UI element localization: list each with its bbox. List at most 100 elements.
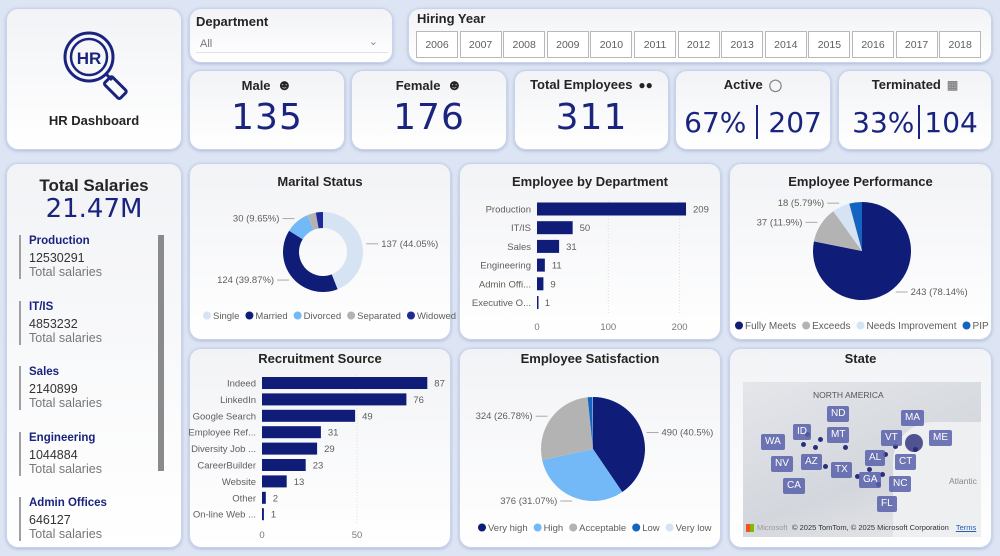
male-label: Male — [241, 78, 271, 93]
team-icon: ◯ — [768, 77, 783, 92]
female-face-icon: ☻ — [446, 77, 463, 94]
year-button-2008[interactable]: 2008 — [503, 31, 546, 58]
salary-value: 4853232 — [29, 316, 78, 331]
state-label-tx[interactable]: TX — [831, 462, 852, 478]
year-button-2007[interactable]: 2007 — [459, 31, 502, 58]
logo-text: HR — [77, 49, 102, 68]
state-label-nv[interactable]: NV — [771, 456, 793, 472]
divider — [756, 105, 759, 139]
year-button-2015[interactable]: 2015 — [808, 31, 851, 58]
state-label-wa[interactable]: WA — [761, 434, 785, 450]
salary-dept: Production — [29, 235, 90, 247]
location-bubble[interactable] — [905, 434, 923, 452]
year-button-2014[interactable]: 2014 — [764, 31, 807, 58]
location-dot[interactable] — [813, 445, 818, 450]
salaries-total: 21.47M — [45, 194, 143, 224]
year-button-2012[interactable]: 2012 — [677, 31, 720, 58]
microsoft-logo-icon — [746, 523, 754, 532]
state-label-mt[interactable]: MT — [827, 427, 850, 443]
chart-title: Employee by Department — [511, 174, 669, 189]
salaries-card: Total Salaries 21.47M Production 12530291… — [6, 163, 182, 548]
state-label-ga[interactable]: GA — [859, 472, 882, 488]
state-label-ca[interactable]: CA — [783, 478, 805, 494]
terms-link[interactable]: Terms — [955, 523, 977, 532]
active-percent: 67% — [684, 105, 747, 139]
ocean-label: Atlantic — [949, 476, 977, 486]
state-label-ct[interactable]: CT — [895, 454, 917, 470]
performance-card: Employee Performance — [729, 163, 992, 340]
state-label-vt[interactable]: VT — [881, 430, 902, 446]
salary-value: 646127 — [29, 513, 71, 527]
location-dot[interactable] — [867, 467, 872, 472]
location-dot[interactable] — [880, 472, 885, 477]
group-icon: ●● — [638, 77, 653, 92]
location-dot[interactable] — [893, 444, 898, 449]
year-button-2011[interactable]: 2011 — [634, 31, 676, 58]
male-count: 135 — [231, 97, 303, 138]
state-map[interactable]: NORTH AMERICA Atlantic Microsoft Bing © … — [743, 382, 981, 537]
state-label-fl[interactable]: FL — [877, 496, 897, 512]
department-value: All — [200, 38, 213, 50]
state-label-al[interactable]: AL — [865, 450, 886, 466]
salary-dept: IT/IS — [29, 300, 54, 313]
satisfaction-card: Employee Satisfaction — [459, 348, 721, 548]
chart-title: Employee Performance — [788, 174, 933, 189]
terminated-kpi-card: Terminated ▦ 33% 104 — [838, 70, 992, 150]
location-dot[interactable] — [823, 464, 828, 469]
chevron-down-icon: ⌄ — [368, 36, 378, 48]
hr-magnifier-icon: HR — [63, 31, 128, 100]
state-label-nc[interactable]: NC — [889, 476, 912, 492]
salary-item: Admin Offices 646127 Total salaries — [19, 497, 149, 541]
salary-label: Total salaries — [29, 461, 102, 476]
marital-status-card: Marital Status — [189, 163, 451, 340]
state-label-me[interactable]: ME — [929, 430, 952, 446]
salary-label: Total salaries — [29, 330, 102, 345]
year-button-2016[interactable]: 2016 — [852, 31, 894, 58]
year-button-2018[interactable]: 2018 — [939, 31, 982, 58]
state-label-az[interactable]: AZ — [801, 454, 822, 470]
department-label: Department — [196, 14, 269, 29]
male-face-icon: ☻ — [276, 77, 293, 94]
salary-label: Total salaries — [29, 265, 102, 279]
salary-value: 1044884 — [29, 447, 78, 462]
state-label-ma[interactable]: MA — [901, 410, 924, 426]
active-count: 207 — [768, 105, 822, 139]
state-label-nd[interactable]: ND — [827, 406, 850, 422]
state-label-id[interactable]: ID — [793, 424, 811, 440]
salary-label: Total salaries — [29, 527, 102, 541]
location-dot[interactable] — [855, 474, 860, 479]
divider — [918, 105, 921, 139]
map-brand: Microsoft Bing — [757, 523, 789, 532]
year-button-2006[interactable]: 2006 — [416, 31, 458, 58]
salary-value: 2140899 — [29, 382, 78, 396]
salary-item: Engineering 1044884 Total salaries — [19, 431, 149, 476]
location-dot[interactable] — [801, 442, 806, 447]
female-count: 176 — [393, 97, 465, 138]
department-dropdown[interactable]: All ⌄ — [196, 33, 388, 53]
location-dot[interactable] — [818, 437, 823, 442]
salary-value: 12530291 — [29, 251, 85, 265]
active-label: Active — [723, 77, 763, 92]
salary-item: Sales 2140899 Total salaries — [19, 366, 149, 410]
year-button-2013[interactable]: 2013 — [721, 31, 764, 58]
total-employees-card: Total Employees ●● 311 — [514, 70, 669, 150]
department-slicer: Department All ⌄ — [189, 8, 393, 63]
chart-title: Employee Satisfaction — [520, 351, 660, 366]
salary-dept: Admin Offices — [29, 497, 107, 509]
exit-icon: ▦ — [946, 77, 959, 92]
year-button-2009[interactable]: 2009 — [546, 31, 589, 58]
scrollbar[interactable] — [158, 235, 164, 471]
male-kpi-card: Male ☻ 135 — [189, 70, 345, 150]
location-dot[interactable] — [843, 445, 848, 450]
salary-item: Production 12530291 Total salaries — [19, 235, 149, 279]
terminated-count: 104 — [924, 105, 978, 139]
chart-title: Recruitment Source — [258, 351, 382, 366]
map-attribution: © 2025 TomTom, © 2025 Microsoft Corporat… — [792, 523, 949, 532]
total-employees-label: Total Employees — [530, 77, 633, 92]
female-kpi-card: Female ☻ 176 — [351, 70, 507, 150]
location-dot[interactable] — [883, 452, 888, 457]
year-button-2017[interactable]: 2017 — [895, 31, 938, 58]
salary-dept: Sales — [29, 366, 60, 378]
region-label: NORTH AMERICA — [813, 390, 884, 400]
year-button-2010[interactable]: 2010 — [590, 31, 633, 58]
